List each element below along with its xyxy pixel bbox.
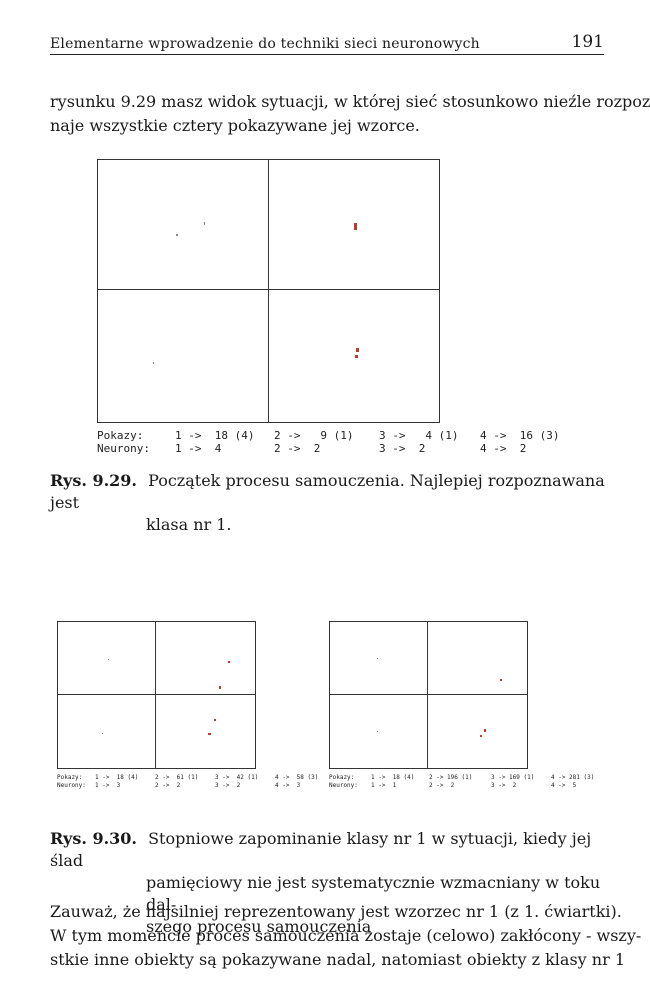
pokazy-label: Pokazy: [97, 429, 144, 442]
neuron-marker [356, 348, 359, 352]
pattern-dot [377, 731, 378, 732]
quadrant-divider-vertical [427, 621, 428, 769]
quadrant-divider-vertical [268, 159, 269, 423]
neurony-value: 4 -> 5 [551, 782, 577, 789]
neurony-value: 1 -> 1 [371, 782, 397, 789]
pokazy-value: 2 -> 9 (1) [274, 429, 354, 442]
intro-paragraph: rysunku 9.29 masz widok sytuacji, w któr… [50, 90, 650, 138]
neurony-value: 2 -> 2 [155, 782, 181, 789]
caption-text: szego procesu samouczenia [146, 917, 372, 936]
caption-label: Rys. 9.29. [50, 471, 137, 490]
pokazy-value: 1 -> 18 (4) [95, 774, 139, 781]
caption-text: pamięciowy nie jest systematycznie wzmac… [146, 873, 601, 914]
outro-line-3: stkie inne obiekty są pokazywane nadal, … [50, 950, 626, 969]
outro-paragraph: Zauważ, że najsilniej reprezentowany jes… [50, 900, 642, 972]
intro-line-2: naje wszystkie cztery pokazywane jej wzo… [50, 116, 420, 135]
neuron-marker [228, 661, 230, 663]
pokazy-label: Pokazy: [329, 774, 355, 781]
pokazy-value: 3 -> 42 (1) [215, 774, 259, 781]
neurony-value: 3 -> 2 [215, 782, 241, 789]
neuron-marker [484, 729, 486, 732]
page-number: 191 [571, 32, 604, 52]
neurony-label: Neurony: [97, 442, 150, 455]
quadrant-divider-horizontal [57, 694, 256, 695]
neuron-marker [219, 686, 221, 689]
caption-text: Stopniowe zapominanie klasy nr 1 w sytua… [50, 829, 592, 870]
pattern-dot [377, 658, 378, 659]
figure-frame [57, 621, 256, 769]
neurony-label: Neurony: [57, 782, 86, 789]
pokazy-label: Pokazy: [57, 774, 83, 781]
pattern-dot [204, 222, 205, 225]
caption-label: Rys. 9.30. [50, 829, 137, 848]
neuron-marker [208, 733, 211, 735]
neurony-value: 3 -> 2 [379, 442, 426, 455]
figure-9-29 [97, 159, 440, 423]
neuron-marker [214, 719, 216, 721]
neuron-marker [355, 355, 358, 358]
fig29-stats: Pokazy: Neurony: 1 -> 18 (4) 2 -> 9 (1) … [97, 429, 559, 572]
pokazy-value: 3 -> 169 (1) [491, 774, 535, 781]
fig30-caption: Rys. 9.30. Stopniowe zapominanie klasy n… [50, 828, 610, 938]
running-title: Elementarne wprowadzenie do techniki sie… [50, 36, 480, 52]
fig29-caption: Rys. 9.29. Początek procesu samouczenia.… [50, 470, 610, 536]
neurony-value: 2 -> 2 [429, 782, 455, 789]
neurony-value: 3 -> 2 [491, 782, 517, 789]
pokazy-value: 4 -> 16 (3) [480, 429, 560, 442]
outro-line-2: W tym momencie proces samouczenia zostaj… [50, 926, 642, 945]
caption-text: klasa nr 1. [146, 515, 232, 534]
pokazy-value: 1 -> 18 (4) [175, 429, 255, 442]
header-rule [50, 54, 604, 55]
pattern-dot [153, 362, 154, 364]
neurony-value: 4 -> 3 [275, 782, 301, 789]
pokazy-value: 4 -> 58 (3) [275, 774, 319, 781]
fig30-left-stats: Pokazy: Neurony: 1 -> 18 (4) 2 -> 61 (1)… [57, 774, 327, 794]
figure-frame [329, 621, 528, 769]
pattern-dot [176, 234, 178, 236]
neuron-marker [500, 679, 502, 681]
pokazy-value: 4 -> 281 (3) [551, 774, 595, 781]
neurony-label: Neurony: [329, 782, 358, 789]
quadrant-divider-horizontal [97, 289, 440, 290]
pokazy-value: 2 -> 196 (1) [429, 774, 473, 781]
caption-text: Początek procesu samouczenia. Najlepiej … [50, 471, 605, 512]
figure-9-30-left [57, 621, 256, 769]
neurony-value: 4 -> 2 [480, 442, 527, 455]
pattern-dot [108, 659, 109, 660]
quadrant-divider-vertical [155, 621, 156, 769]
neuron-marker [354, 223, 357, 230]
quadrant-divider-horizontal [329, 694, 528, 695]
figure-9-30-right [329, 621, 528, 769]
fig30-right-stats: Pokazy: Neurony: 1 -> 18 (4) 2 -> 196 (1… [329, 774, 609, 794]
neuron-marker [480, 735, 482, 737]
pokazy-value: 1 -> 18 (4) [371, 774, 415, 781]
pattern-dot [102, 733, 103, 734]
intro-line-1: rysunku 9.29 masz widok sytuacji, w któr… [50, 92, 650, 111]
outro-line-1: Zauważ, że najsilniej reprezentowany jes… [50, 902, 622, 921]
pokazy-value: 3 -> 4 (1) [379, 429, 459, 442]
neurony-value: 1 -> 3 [95, 782, 121, 789]
neurony-value: 2 -> 2 [274, 442, 321, 455]
pokazy-value: 2 -> 61 (1) [155, 774, 199, 781]
neurony-value: 1 -> 4 [175, 442, 222, 455]
